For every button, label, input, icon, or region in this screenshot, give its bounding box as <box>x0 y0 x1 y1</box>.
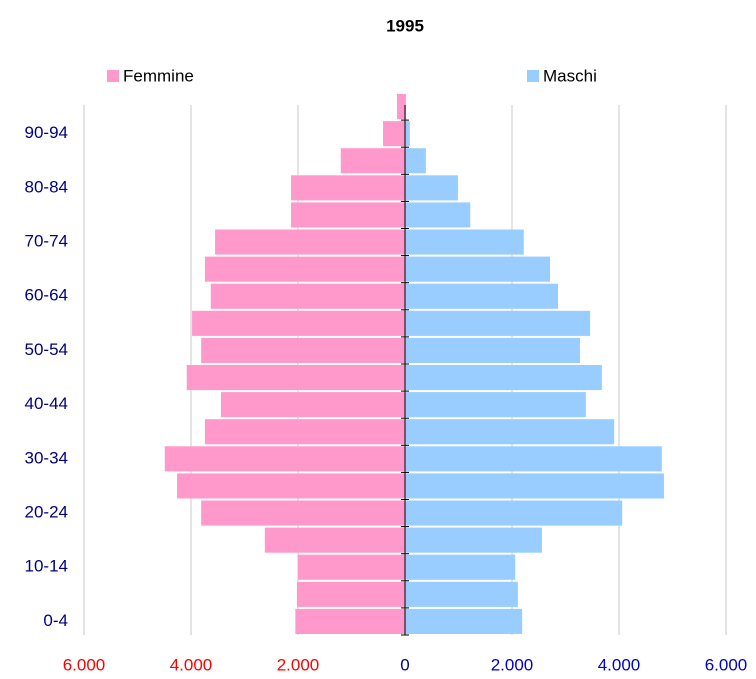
x-tick-label: 6.000 <box>63 655 106 674</box>
bar <box>215 229 405 255</box>
bar <box>405 283 559 309</box>
y-tick-label: 60-64 <box>25 286 68 305</box>
bar <box>201 500 405 526</box>
y-tick-label: 40-44 <box>25 394 68 413</box>
bar <box>405 446 662 472</box>
bar <box>405 148 426 174</box>
bar <box>164 446 405 472</box>
bar <box>204 419 405 445</box>
bar <box>340 148 405 174</box>
bar <box>405 337 580 363</box>
bar <box>405 94 407 120</box>
bar <box>186 365 405 391</box>
bar <box>264 527 405 553</box>
bar <box>405 473 664 499</box>
legend-swatch <box>107 70 119 82</box>
x-tick-label: 2.000 <box>491 655 534 674</box>
bar <box>405 527 542 553</box>
y-tick-label: 30-34 <box>25 448 68 467</box>
bar <box>405 121 410 147</box>
bar <box>204 256 405 282</box>
chart-title: 1995 <box>386 16 424 35</box>
legend-label: Maschi <box>543 66 597 85</box>
bar <box>405 500 623 526</box>
bar <box>405 581 518 607</box>
x-tick-label: 4.000 <box>170 655 213 674</box>
x-tick-label: 2.000 <box>277 655 320 674</box>
bar <box>405 202 471 228</box>
bar <box>201 337 405 363</box>
bar <box>295 608 405 634</box>
y-tick-label: 10-14 <box>25 557 68 576</box>
y-tick-label: 50-54 <box>25 340 68 359</box>
bar <box>405 392 586 418</box>
legend-swatch <box>527 70 539 82</box>
bar <box>405 419 615 445</box>
bar <box>405 175 458 201</box>
bar <box>298 554 405 580</box>
x-tick-label: 0 <box>400 655 409 674</box>
bar <box>405 608 523 634</box>
bar <box>405 310 591 336</box>
bar <box>210 283 405 309</box>
y-tick-label: 70-74 <box>25 232 68 251</box>
bar <box>405 365 602 391</box>
bar <box>405 256 550 282</box>
bar <box>291 175 405 201</box>
bar <box>405 229 524 255</box>
y-tick-label: 20-24 <box>25 503 68 522</box>
bar <box>220 392 405 418</box>
bar <box>405 554 516 580</box>
bar <box>296 581 405 607</box>
y-tick-label: 0-4 <box>43 611 68 630</box>
x-tick-label: 4.000 <box>598 655 641 674</box>
legend-label: Femmine <box>123 66 194 85</box>
x-tick-label: 6.000 <box>705 655 748 674</box>
bar <box>177 473 405 499</box>
bar <box>383 121 405 147</box>
bar <box>396 94 405 120</box>
bar <box>291 202 405 228</box>
bar <box>192 310 405 336</box>
y-tick-label: 90-94 <box>25 123 68 142</box>
y-tick-label: 80-84 <box>25 177 68 196</box>
